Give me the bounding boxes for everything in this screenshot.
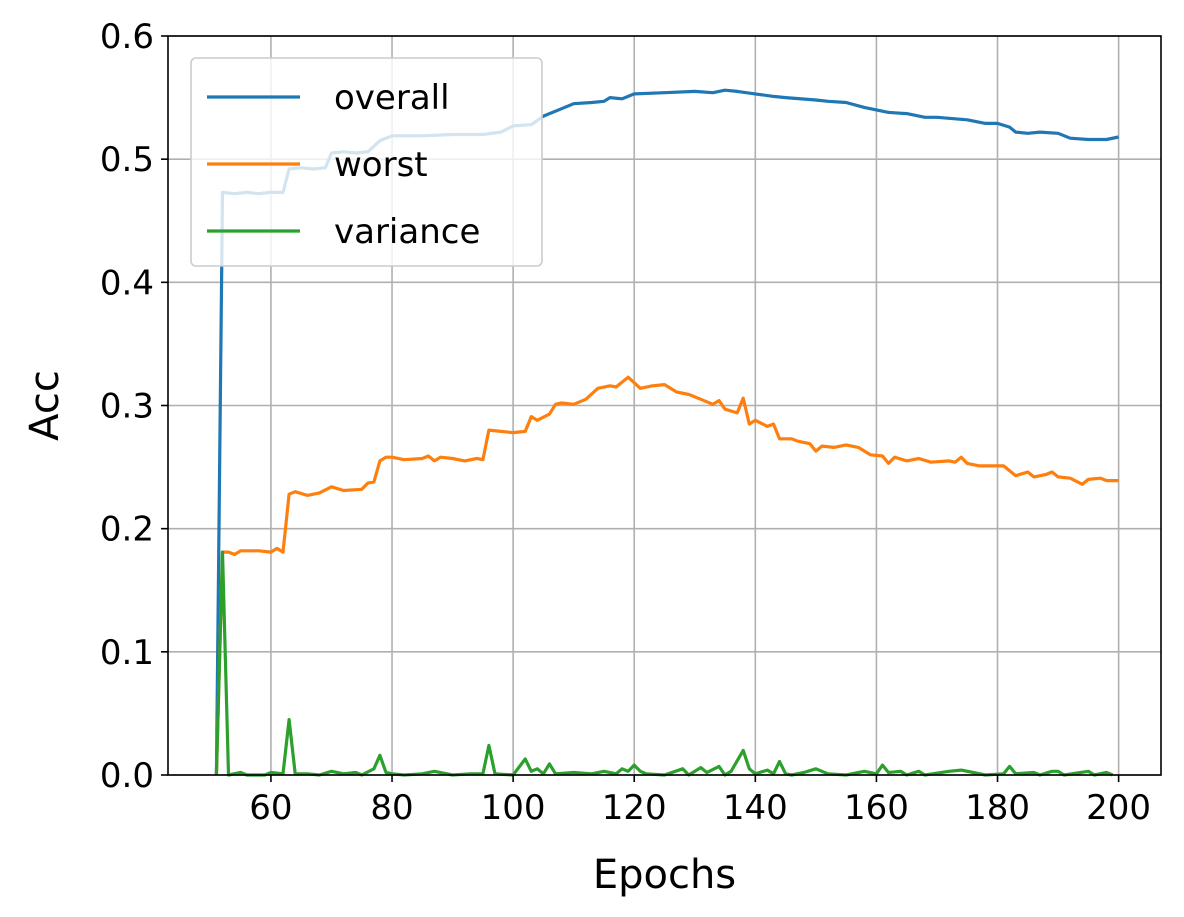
y-tick-label: 0.3 [100, 387, 154, 427]
y-tick-label: 0.6 [100, 17, 154, 57]
series-line-worst [214, 375, 1119, 776]
legend-label-overall: overall [334, 78, 450, 118]
legend: overall worst variance [190, 57, 543, 267]
y-axis-label: Acc [22, 370, 68, 441]
x-tick-label: 120 [602, 788, 667, 828]
x-tick-label: 140 [723, 788, 788, 828]
y-tick-label: 0.0 [100, 756, 154, 796]
x-tick-label: 180 [965, 788, 1030, 828]
y-tick-label: 0.1 [100, 633, 154, 673]
y-tick-label: 0.2 [100, 510, 154, 550]
y-tick-label: 0.4 [100, 263, 154, 303]
x-tick-label: 60 [249, 788, 292, 828]
legend-label-worst: worst [334, 145, 428, 185]
legend-label-variance: variance [334, 212, 480, 252]
legend-frame [190, 57, 543, 267]
y-tick-label: 0.5 [100, 140, 154, 180]
x-axis-label: Epochs [593, 852, 736, 898]
x-tick-label: 100 [481, 788, 546, 828]
grid [168, 35, 1161, 776]
x-tick-label: 160 [844, 788, 909, 828]
axis-ticks: 60 80 100 120 140 160 180 200 0.0 0.1 0.2 0.3 0.4 0.5… [100, 17, 1151, 828]
x-tick-label: 200 [1086, 788, 1151, 828]
x-tick-label: 80 [370, 788, 413, 828]
